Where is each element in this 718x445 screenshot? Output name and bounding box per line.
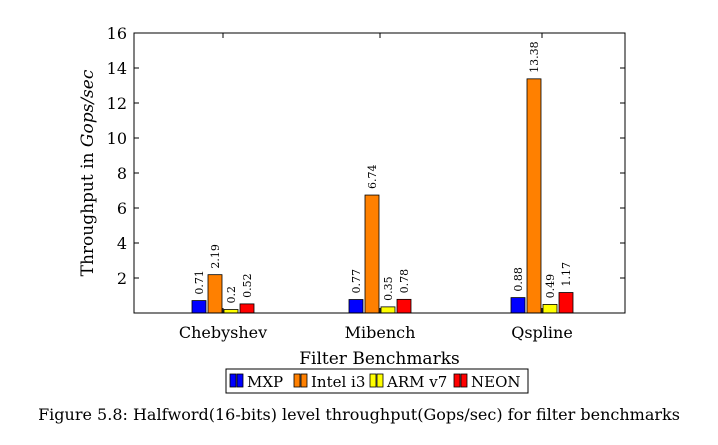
figure-caption: Figure 5.8: Halfword(16-bits) level thro… <box>38 405 680 424</box>
legend-label: NEON <box>471 373 521 391</box>
bar-value-label: 0.71 <box>193 270 206 295</box>
bar-value-label: 0.77 <box>350 269 363 294</box>
x-axis-ticks: Chebyshev Mibench Qspline <box>179 33 573 342</box>
x-tick-label: Qspline <box>511 323 573 342</box>
bar-value-label: 0.52 <box>241 273 254 298</box>
legend-swatch <box>229 373 237 388</box>
legend-swatch <box>376 373 384 388</box>
y-axis-label: Throughput in Gops/sec <box>78 69 98 276</box>
bar-value-label: 13.38 <box>528 41 541 73</box>
bar-value-label: 0.35 <box>382 276 395 301</box>
legend-swatch <box>453 373 461 388</box>
legend-label: ARM v7 <box>386 373 447 391</box>
x-tick-label: Mibench <box>345 323 416 342</box>
y-tick-label: 14 <box>107 59 127 78</box>
legend-label: Intel i3 <box>311 373 365 391</box>
legend-label: MXP <box>247 373 283 391</box>
legend-swatch <box>369 373 377 388</box>
legend: MXP Intel i3 ARM v7 NEON <box>225 368 529 394</box>
y-tick-label: 8 <box>117 164 127 183</box>
y-tick-label: 10 <box>107 129 127 148</box>
bar-value-label: 6.74 <box>366 165 379 190</box>
bar <box>526 78 542 314</box>
bar <box>380 306 396 314</box>
y-axis-ticks: 2 4 6 8 10 12 14 16 <box>107 24 625 288</box>
bar <box>396 298 412 314</box>
bar <box>542 304 558 314</box>
legend-swatch <box>293 373 301 388</box>
x-axis-label: Filter Benchmarks <box>299 349 459 369</box>
bar <box>364 194 380 314</box>
plot-frame <box>133 32 626 314</box>
bar <box>207 274 223 314</box>
bar-value-label: 1.17 <box>560 262 573 287</box>
bar <box>191 300 207 314</box>
legend-swatch <box>300 373 308 388</box>
bar-value-label: 2.19 <box>209 244 222 269</box>
y-axis-label-unit: Gops/sec <box>78 69 98 147</box>
bar-value-label: 0.2 <box>225 286 238 304</box>
bar-value-label: 0.88 <box>512 267 525 292</box>
y-tick-label: 2 <box>117 269 127 288</box>
bar <box>348 299 364 314</box>
x-tick-label: Chebyshev <box>179 323 267 342</box>
y-tick-label: 16 <box>107 24 127 43</box>
bar-value-label: 0.78 <box>398 269 411 294</box>
bar-value-label: 0.49 <box>544 274 557 299</box>
bar <box>558 292 574 314</box>
y-tick-label: 6 <box>117 199 127 218</box>
y-tick-label: 12 <box>107 94 127 113</box>
bar <box>223 309 239 314</box>
chart-marks: 0.712.19 0.2 0.52 0.77 6.74 0.35 0.78 0.88 13.38… <box>191 41 574 314</box>
legend-swatch <box>236 373 244 388</box>
bar <box>239 303 255 314</box>
y-axis-label-prefix: Throughput in <box>78 147 98 276</box>
legend-swatch <box>460 373 468 388</box>
bar <box>510 297 526 314</box>
y-tick-label: 4 <box>117 234 127 253</box>
